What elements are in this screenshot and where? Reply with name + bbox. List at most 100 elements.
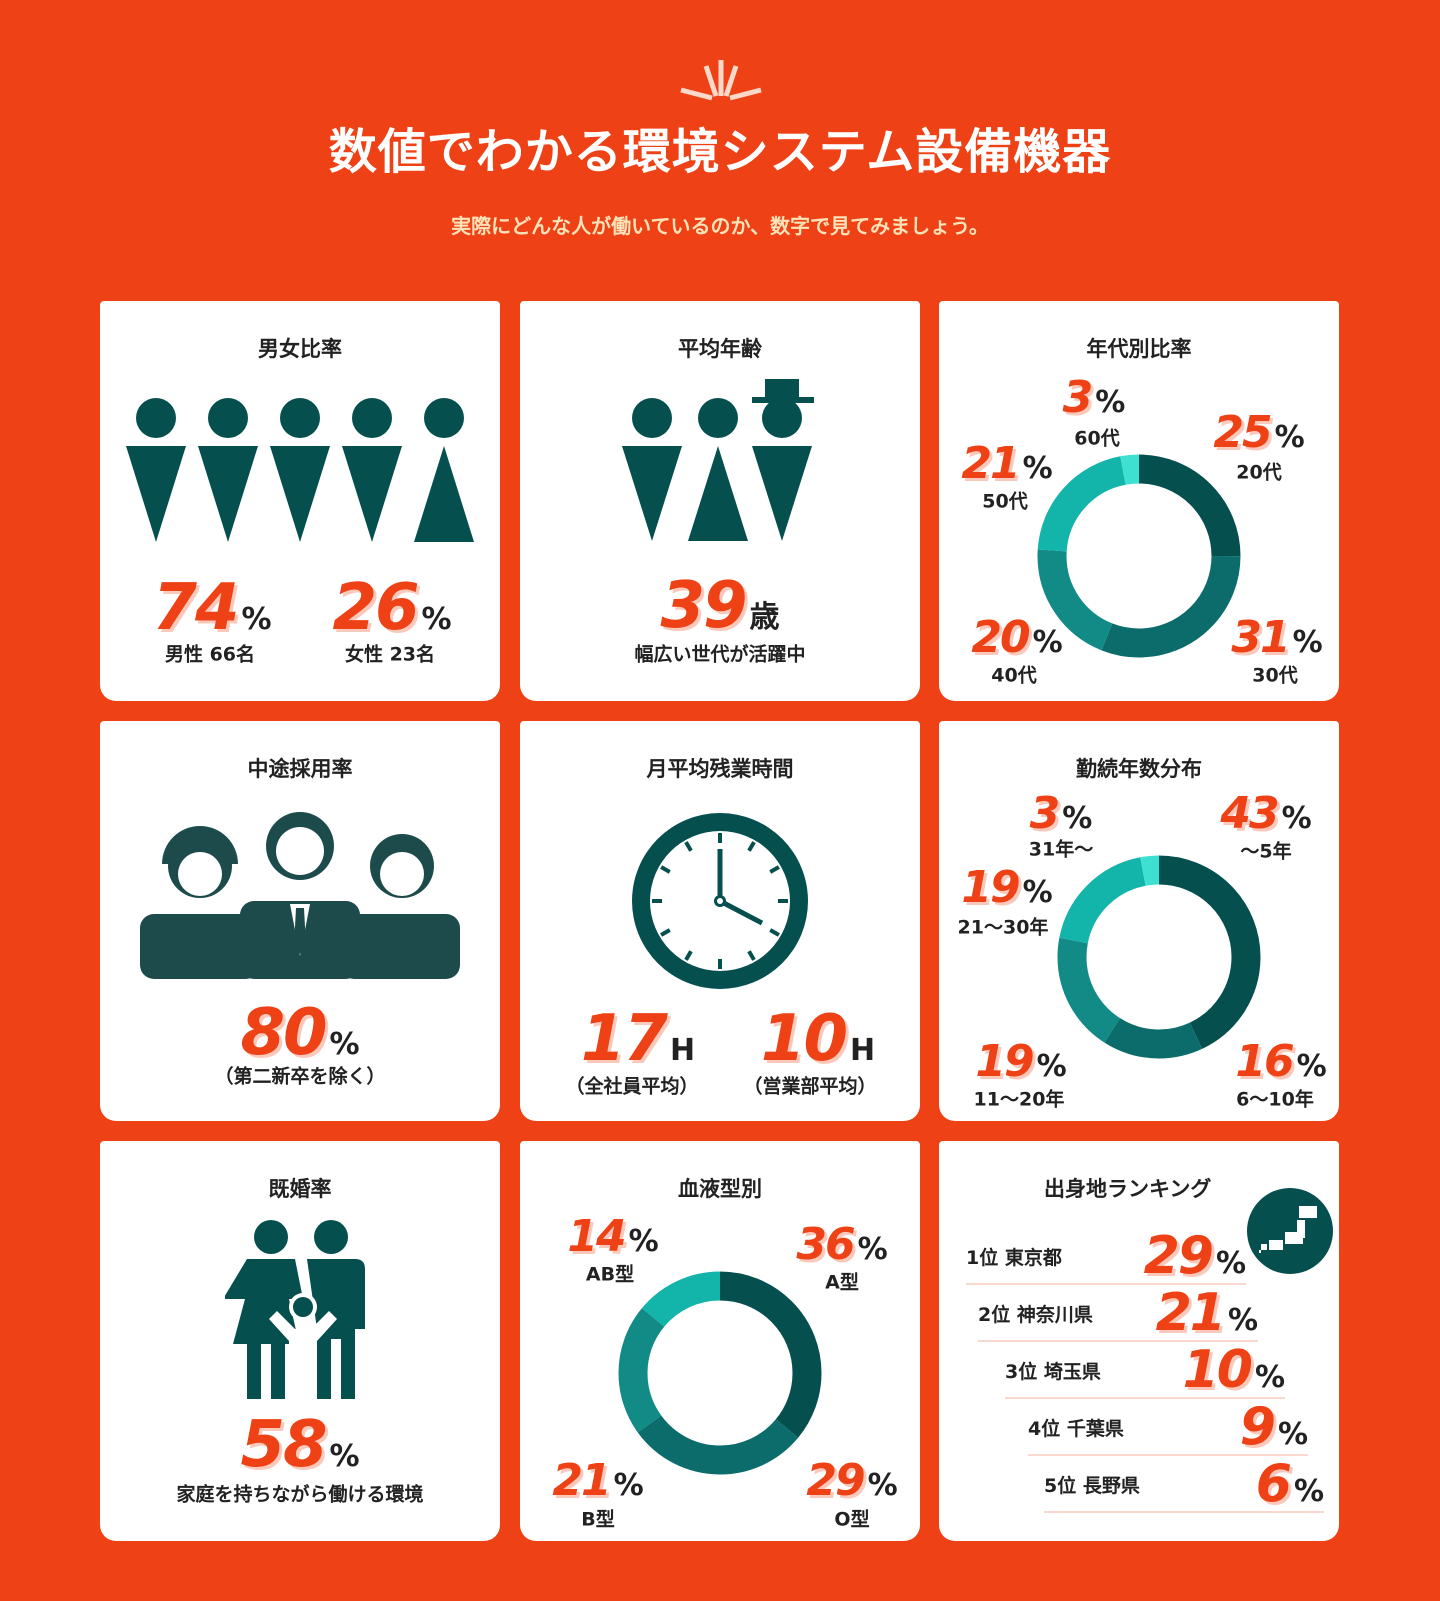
male-percent: 74	[152, 571, 239, 645]
card-overtime: 月平均残業時間 17 H （全社員平均） 10 H （営業部平均）	[520, 721, 920, 1121]
value-ab: 14	[567, 1211, 626, 1262]
donut-segment-60代	[1037, 454, 1241, 658]
ranking-label: 1位 東京都	[966, 1246, 1062, 1269]
unit: %	[1292, 625, 1323, 660]
unit: 歳	[749, 600, 780, 635]
clock-icon	[632, 813, 808, 989]
married-label: 家庭を持ちながら働ける環境	[176, 1483, 424, 1506]
unit: %	[241, 602, 272, 637]
ranking-value: 21	[1155, 1283, 1226, 1343]
unit: %	[1254, 1360, 1285, 1395]
all-overtime-label: （全社員平均）	[565, 1075, 699, 1098]
unit: %	[1227, 1303, 1258, 1338]
male-label: 男性 66名	[164, 643, 256, 666]
card-title: 勤続年数分布	[1076, 757, 1202, 781]
midcareer-percent: 80	[240, 996, 327, 1070]
card-title: 平均年齢	[678, 337, 762, 361]
card-title: 月平均残業時間	[646, 757, 794, 781]
value-6to10: 16	[1235, 1036, 1294, 1087]
unit: %	[1022, 451, 1053, 486]
ranking-label: 5位 長野県	[1044, 1474, 1140, 1497]
clock-tick	[769, 865, 780, 874]
card-tenure-distribution: 勤続年数分布 3% 31年～ 43% ～5年 19% 21～30年 19% 11…	[939, 721, 1339, 1121]
label-30s: 30代	[1252, 664, 1298, 687]
ranking-row: 4位 千葉県 9%	[1028, 1400, 1308, 1456]
value-a: 36	[796, 1219, 855, 1270]
card-blood-type: 血液型別 14% AB型 36% A型 21% B型 29% O型	[520, 1141, 920, 1541]
label-31plus: 31年～	[1028, 838, 1094, 861]
value-31plus: 3	[1029, 788, 1061, 839]
label-upto5: ～5年	[1240, 840, 1292, 863]
clock-tick	[747, 841, 756, 852]
card-origin-ranking: 出身地ランキング 1位 東京都 29% 2位 神奈川県 21% 3位 埼玉県 10% …	[939, 1141, 1339, 1541]
value-60s: 3	[1062, 372, 1094, 423]
donut-segment-11～20年	[1057, 855, 1261, 1059]
married-percent: 58	[240, 1408, 327, 1482]
card-title: 血液型別	[678, 1177, 762, 1201]
ranking-value: 29	[1143, 1226, 1214, 1286]
card-title: 年代別比率	[1086, 337, 1192, 361]
ranking-label: 3位 埼玉県	[1005, 1360, 1101, 1383]
page-title: 数値でわかる環境システム設備機器	[328, 124, 1112, 180]
unit: %	[329, 1439, 360, 1474]
unit: %	[1293, 1474, 1324, 1509]
ranking-value: 9	[1239, 1397, 1276, 1457]
unit: H	[669, 1033, 696, 1068]
ranking-row: 1位 東京都 29%	[966, 1229, 1246, 1285]
workers-icon	[140, 812, 460, 979]
unit: %	[1062, 801, 1093, 836]
card-married-rate: 既婚率 58% 家庭を持ちながら働ける環境	[100, 1141, 500, 1541]
label-60s: 60代	[1074, 427, 1120, 450]
card-average-age: 平均年齢 39 歳 幅広い世代が活躍中	[520, 301, 920, 701]
ranking-value: 6	[1255, 1454, 1292, 1514]
unit: %	[1215, 1246, 1246, 1281]
blood-donut-chart	[618, 1271, 822, 1475]
card-midcareer-rate: 中途採用率 80% （第二新卒を除く）	[100, 721, 500, 1121]
unit: %	[1277, 1417, 1308, 1452]
card-title: 中途採用率	[247, 757, 353, 781]
sales-overtime-label: （営業部平均）	[743, 1075, 877, 1098]
clock-tick	[660, 865, 671, 874]
unit: %	[1281, 801, 1312, 836]
value-o: 29	[806, 1455, 865, 1506]
card-title: 既婚率	[268, 1177, 332, 1201]
donut-segment-40代	[1037, 454, 1241, 658]
card-title: 男女比率	[258, 337, 342, 361]
unit: %	[1296, 1049, 1327, 1084]
value-11to20: 19	[975, 1036, 1034, 1087]
age-donut-chart	[1037, 454, 1241, 658]
card-gender-ratio: 男女比率 74% 男性 66名 26% 女性 23名	[100, 301, 500, 701]
clock-tick	[684, 950, 693, 961]
value-upto5: 43	[1220, 788, 1279, 839]
value-30s: 31	[1231, 612, 1290, 663]
clock-tick	[769, 928, 780, 937]
label-a: A型	[825, 1271, 859, 1294]
clock-tick	[660, 928, 671, 937]
value-b: 21	[552, 1455, 611, 1506]
value-40s: 20	[971, 612, 1030, 663]
unit: %	[857, 1232, 888, 1267]
ranking-value: 10	[1182, 1340, 1253, 1400]
label-6to10: 6～10年	[1236, 1088, 1314, 1111]
unit: %	[628, 1224, 659, 1259]
clock-tick	[684, 841, 693, 852]
midcareer-note: （第二新卒を除く）	[214, 1065, 386, 1088]
label-40s: 40代	[991, 664, 1037, 687]
donut-segment-B型	[618, 1271, 822, 1475]
unit: %	[1022, 875, 1053, 910]
donut-segment-O型	[618, 1271, 822, 1475]
all-overtime-value: 17	[580, 1002, 668, 1076]
label-21to30: 21～30年	[957, 916, 1049, 939]
unit: %	[329, 1027, 360, 1062]
label-20s: 20代	[1236, 461, 1282, 484]
age-label: 幅広い世代が活躍中	[634, 643, 806, 666]
ranking-label: 2位 神奈川県	[978, 1303, 1093, 1326]
label-11to20: 11～20年	[973, 1088, 1065, 1111]
burst-icon	[680, 60, 762, 101]
female-label: 女性 23名	[344, 643, 436, 666]
unit: %	[1274, 420, 1305, 455]
label-ab: AB型	[585, 1263, 635, 1286]
page-subtitle: 実際にどんな人が働いているのか、数字で見てみましょう。	[451, 214, 989, 238]
unit: H	[849, 1033, 876, 1068]
sales-overtime-value: 10	[760, 1002, 848, 1076]
